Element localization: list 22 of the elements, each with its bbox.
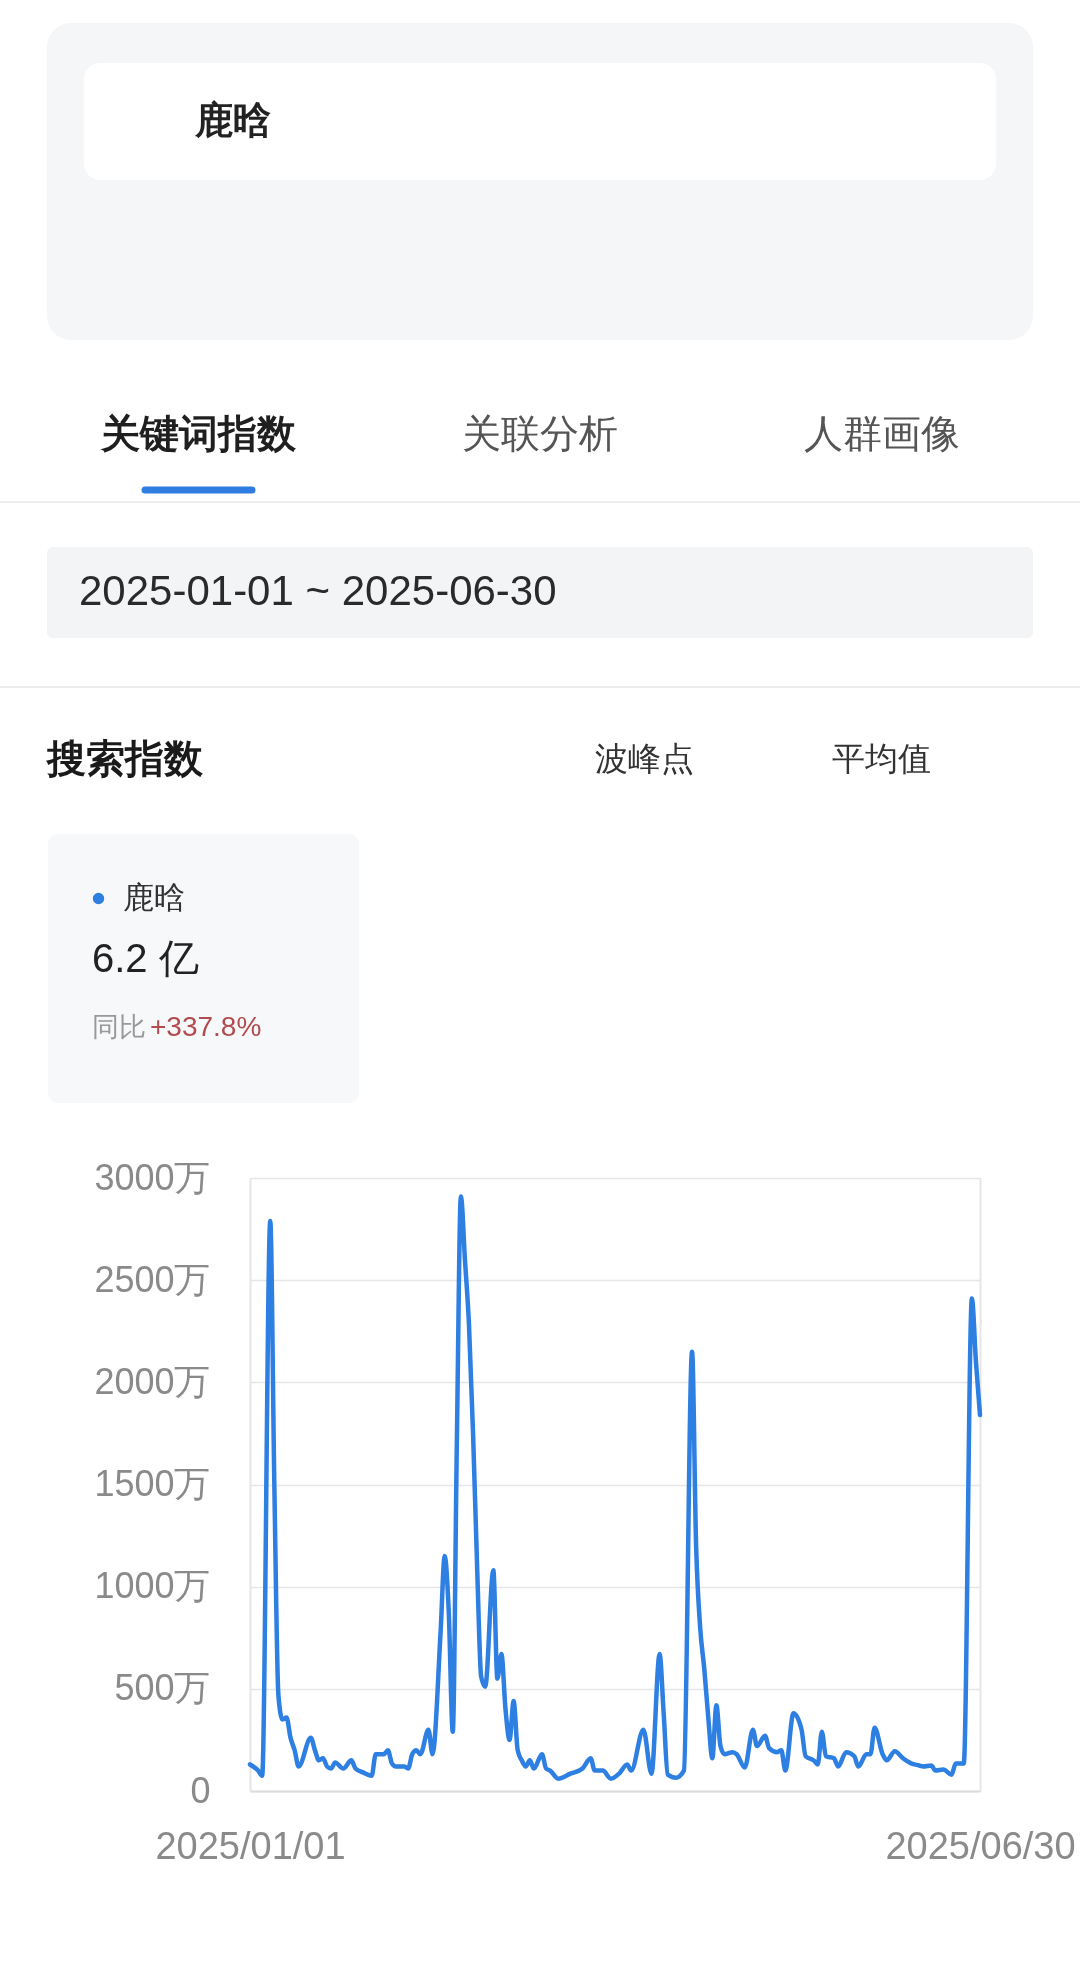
y-tick-label: 1500万: [94, 1463, 211, 1504]
legend-label: 鹿晗: [123, 879, 185, 915]
chart-title: 搜索指数: [45, 737, 204, 780]
text: 关键词指数: [100, 412, 297, 455]
y-tick-label: 0: [190, 1769, 211, 1811]
text: 2025-01-01 ~ 2025-06-30: [79, 567, 557, 614]
y-tick-label: 500万: [114, 1667, 211, 1709]
line-series: [247, 1194, 983, 1781]
y-tick-label: 2000万: [94, 1360, 211, 1402]
y-tick-label: 2500万: [94, 1258, 211, 1300]
x-tick-label: 2025/01/01: [155, 1824, 346, 1867]
x-tick-label: 2025/06/30: [885, 1824, 1076, 1867]
text: 同比: [92, 1012, 146, 1042]
text: 波峰点: [595, 740, 694, 777]
text: 鹿晗: [194, 99, 271, 141]
y-tick-label: 3000万: [94, 1156, 211, 1198]
text: +337.8%: [150, 1011, 262, 1042]
y-tick-label: 1000万: [94, 1565, 211, 1607]
text: 人群画像: [804, 412, 960, 455]
text: 6.2 亿: [92, 936, 199, 980]
text: 平均值: [832, 740, 931, 777]
text: 关联分析: [462, 412, 618, 455]
